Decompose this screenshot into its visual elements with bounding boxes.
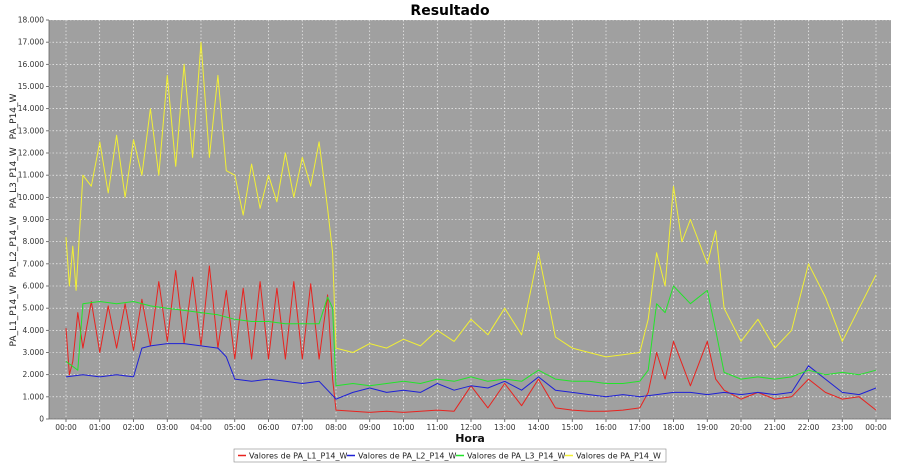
x-tick-label: 09:00 bbox=[359, 423, 381, 432]
legend-label-2: Valores de PA_L2_P14_W bbox=[358, 452, 456, 461]
series-line-3 bbox=[65, 285, 877, 387]
x-tick-label: 06:00 bbox=[258, 423, 280, 432]
y-tick-label: 9.000 bbox=[23, 215, 45, 224]
x-tick-label: 04:00 bbox=[190, 423, 212, 432]
x-tick-label: 00:00 bbox=[865, 423, 887, 432]
x-tick-label: 17:00 bbox=[629, 423, 651, 432]
series-line-1 bbox=[65, 265, 877, 413]
legend-label-1: Valores de PA_L1_P14_W bbox=[249, 452, 347, 461]
x-tick-label: 16:00 bbox=[595, 423, 617, 432]
x-tick-label: 22:00 bbox=[798, 423, 820, 432]
y-axis-label-part: PA_L1_P14_W bbox=[9, 285, 19, 346]
y-axis-ticks: 0 1.000 2.000 3.000 4.000 5.000 6.000 7.000 8.00… bbox=[18, 16, 49, 424]
y-tick-label: 10.000 bbox=[18, 193, 44, 202]
y-tick-label: 3.000 bbox=[23, 348, 45, 357]
y-tick-label: 14.000 bbox=[18, 104, 44, 113]
legend-label-3: Valores de PA_L3_P14_W bbox=[467, 452, 565, 461]
y-tick-label: 18.000 bbox=[18, 16, 44, 25]
y-axis-label: PA_L1_P14_W PA_L2_P14_W PA_L3_P14_W PA_P14_… bbox=[9, 93, 19, 346]
y-tick-label: 6.000 bbox=[23, 282, 45, 291]
x-tick-label: 08:00 bbox=[325, 423, 347, 432]
y-tick-label: 0 bbox=[39, 415, 44, 424]
y-tick-label: 11.000 bbox=[18, 171, 44, 180]
x-tick-label: 14:00 bbox=[528, 423, 550, 432]
series-line-2 bbox=[65, 343, 877, 400]
y-tick-label: 13.000 bbox=[18, 126, 44, 135]
y-tick-label: 12.000 bbox=[18, 149, 44, 158]
y-tick-label: 2.000 bbox=[23, 370, 45, 379]
x-tick-label: 12:00 bbox=[460, 423, 482, 432]
y-tick-label: 16.000 bbox=[18, 60, 44, 69]
x-tick-label: 11:00 bbox=[426, 423, 448, 432]
x-axis-label: Hora bbox=[455, 432, 485, 445]
legend-items: Valores de PA_L1_P14_W Valores de PA_L2_P… bbox=[238, 452, 661, 461]
x-tick-label: 01:00 bbox=[89, 423, 111, 432]
x-tick-label: 18:00 bbox=[663, 423, 685, 432]
x-tick-label: 02:00 bbox=[123, 423, 145, 432]
y-tick-label: 1.000 bbox=[23, 392, 45, 401]
grid-lines bbox=[49, 19, 891, 420]
x-tick-label: 10:00 bbox=[393, 423, 415, 432]
x-tick-label: 20:00 bbox=[730, 423, 752, 432]
x-tick-label: 15:00 bbox=[561, 423, 583, 432]
x-tick-label: 19:00 bbox=[696, 423, 718, 432]
chart-title: Resultado bbox=[410, 3, 490, 19]
x-tick-label: 13:00 bbox=[494, 423, 516, 432]
x-tick-label: 00:00 bbox=[55, 423, 77, 432]
y-tick-label: 5.000 bbox=[23, 304, 45, 313]
y-tick-label: 8.000 bbox=[23, 237, 45, 246]
x-tick-label: 07:00 bbox=[291, 423, 313, 432]
y-tick-label: 4.000 bbox=[23, 326, 45, 335]
y-tick-label: 7.000 bbox=[23, 259, 45, 268]
y-tick-label: 17.000 bbox=[18, 38, 44, 47]
y-axis-label-group: PA_L1_P14_W PA_L2_P14_W PA_L3_P14_W PA_P14_… bbox=[9, 93, 19, 346]
x-tick-label: 03:00 bbox=[156, 423, 178, 432]
y-axis-label-part: PA_P14_W bbox=[9, 93, 19, 139]
x-tick-label: 23:00 bbox=[831, 423, 853, 432]
x-axis-ticks: 00:00 01:00 02:00 03:00 04:00 05:00 06:00 07:00… bbox=[55, 419, 887, 432]
y-axis-label-part: PA_L2_P14_W bbox=[9, 216, 19, 277]
legend-label-4: Valores de PA_P14_W bbox=[576, 452, 661, 461]
x-tick-label: 21:00 bbox=[764, 423, 786, 432]
y-tick-label: 15.000 bbox=[18, 82, 44, 91]
x-tick-label: 05:00 bbox=[224, 423, 246, 432]
legend bbox=[233, 448, 667, 463]
series-group bbox=[65, 41, 877, 413]
series-line-4 bbox=[65, 41, 877, 358]
y-axis-label-part: PA_L3_P14_W bbox=[9, 147, 19, 208]
